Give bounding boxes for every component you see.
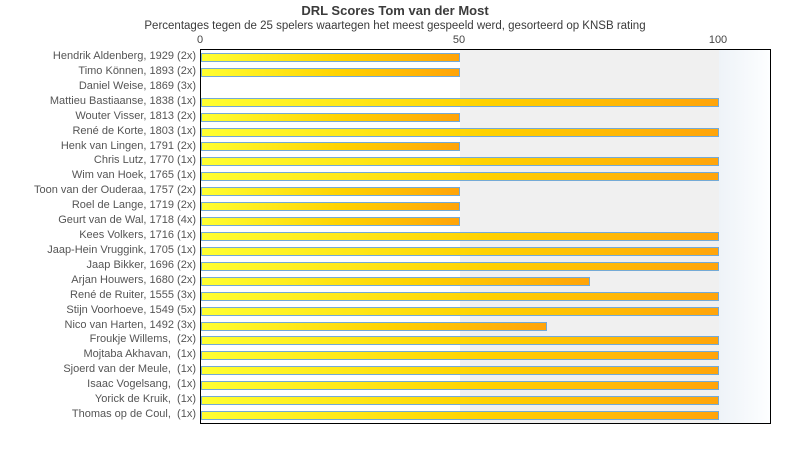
bar (201, 112, 460, 122)
category-label: Timo Können, 1893 (2x) (78, 64, 196, 77)
category-label: Sjoerd van der Meule, (1x) (63, 363, 196, 376)
bar (201, 381, 719, 391)
bar (201, 261, 719, 271)
bar (201, 321, 547, 331)
category-label: Mattieu Bastiaanse, 1838 (1x) (49, 94, 196, 107)
bar (201, 202, 460, 212)
bar (201, 172, 719, 182)
bar (201, 276, 590, 286)
x-tick-label: 0 (196, 34, 204, 46)
x-tick-label: 100 (708, 34, 728, 46)
category-label: Arjan Houwers, 1680 (2x) (71, 273, 196, 286)
category-label: Daniel Weise, 1869 (3x) (78, 79, 196, 92)
bar (201, 52, 460, 62)
category-label: Kees Volkers, 1716 (1x) (79, 229, 196, 242)
bar (201, 351, 719, 361)
category-label: Chris Lutz, 1770 (1x) (93, 154, 196, 167)
category-label: Toon van der Ouderaa, 1757 (2x) (33, 184, 196, 197)
bar (201, 366, 719, 376)
category-label: Stijn Voorhoeve, 1549 (5x) (66, 303, 196, 316)
x-tick-label: 50 (452, 34, 466, 46)
bar (201, 67, 460, 77)
chart-title: DRL Scores Tom van der Most (301, 3, 489, 18)
bar (201, 232, 719, 241)
category-label: Froukje Willems, (2x) (89, 333, 196, 346)
bar (201, 246, 719, 256)
category-label: Yorick de Kruik, (1x) (94, 393, 196, 406)
bar (201, 187, 460, 197)
bar (201, 97, 719, 107)
category-label: Hendrik Aldenberg, 1929 (2x) (52, 50, 196, 62)
category-label: Wim van Hoek, 1765 (1x) (71, 169, 196, 182)
category-label: Isaac Vogelsang, (1x) (87, 378, 196, 391)
category-label: Thomas op de Coul, (1x) (71, 408, 196, 421)
bar (201, 217, 460, 227)
bar (201, 411, 719, 421)
category-label: René de Korte, 1803 (1x) (72, 124, 196, 137)
bar (201, 306, 719, 316)
category-label: Nico van Harten, 1492 (3x) (64, 318, 196, 331)
category-label: Geurt van de Wal, 1718 (4x) (58, 214, 196, 227)
bar (201, 291, 719, 301)
bar (201, 142, 460, 152)
bar (201, 396, 719, 406)
chart-subtitle: Percentages tegen de 25 spelers waartege… (144, 20, 646, 32)
bar (201, 127, 719, 137)
category-label: Roel de Lange, 1719 (2x) (71, 199, 196, 212)
category-label: Henk van Lingen, 1791 (2x) (60, 139, 196, 152)
bar (201, 336, 719, 346)
bar (201, 157, 719, 167)
category-label: Mojtaba Akhavan, (1x) (83, 348, 196, 361)
category-label: Wouter Visser, 1813 (2x) (75, 109, 196, 122)
category-label: Jaap-Hein Vruggink, 1705 (1x) (47, 243, 196, 256)
category-label: René de Ruiter, 1555 (3x) (70, 288, 196, 301)
plot-area (200, 49, 771, 424)
category-label: Jaap Bikker, 1696 (2x) (86, 258, 196, 271)
